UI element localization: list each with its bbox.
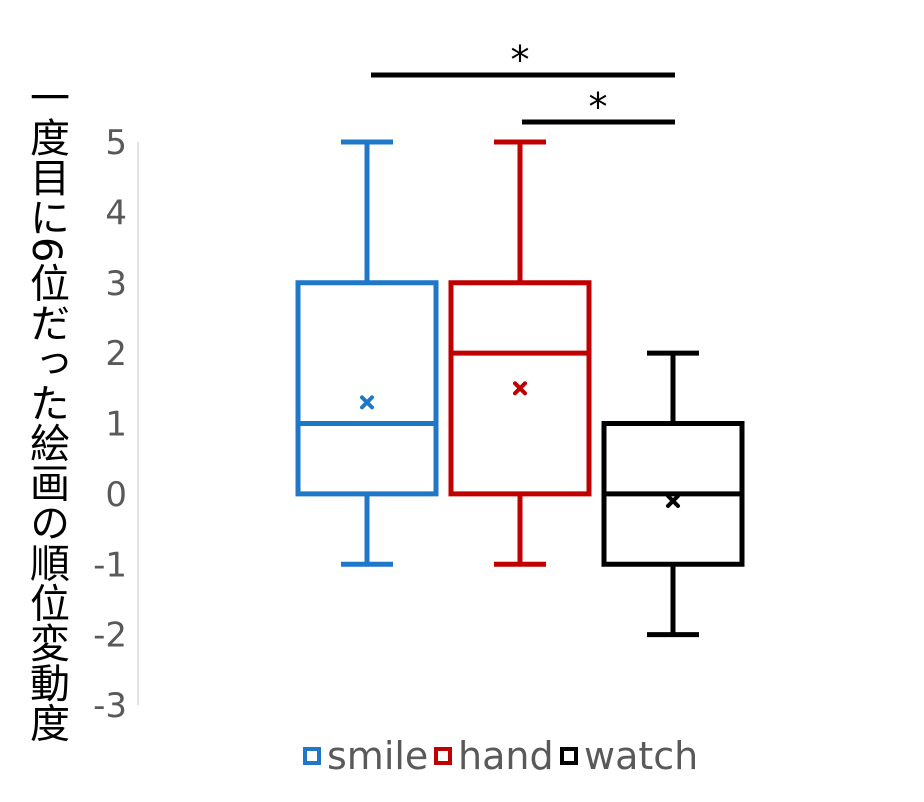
legend-hand-label: hand [458, 734, 554, 778]
y-axis-title: 一度目に6位だった絵画の順位変動度 [23, 77, 69, 743]
smile-box [295, 280, 439, 497]
significance-label-hand-watch: * [589, 85, 608, 129]
y-tick-label: -2 [93, 616, 127, 656]
watch-mean-marker [666, 493, 680, 508]
significance-label-smile-watch: * [511, 38, 530, 82]
legend-watch-swatch [560, 747, 578, 765]
y-tick-label: 5 [105, 123, 127, 163]
smile-mean-marker [360, 395, 374, 410]
y-tick-label: 2 [105, 334, 127, 374]
y-tick-label: -3 [93, 686, 127, 726]
y-axis-title-container: 一度目に6位だった絵画の順位変動度 [18, 70, 74, 750]
hand-mean-marker [513, 381, 527, 396]
y-tick-label: 0 [105, 475, 127, 515]
legend-smile-swatch [303, 747, 321, 765]
y-tick-label: 1 [105, 405, 127, 445]
legend-watch-label: watch [584, 734, 698, 778]
y-tick-label: -1 [93, 545, 127, 585]
y-tick-label: 3 [105, 264, 127, 304]
legend-hand-swatch [434, 747, 452, 765]
legend-smile-label: smile [327, 734, 428, 778]
y-tick-label: 4 [105, 193, 127, 233]
